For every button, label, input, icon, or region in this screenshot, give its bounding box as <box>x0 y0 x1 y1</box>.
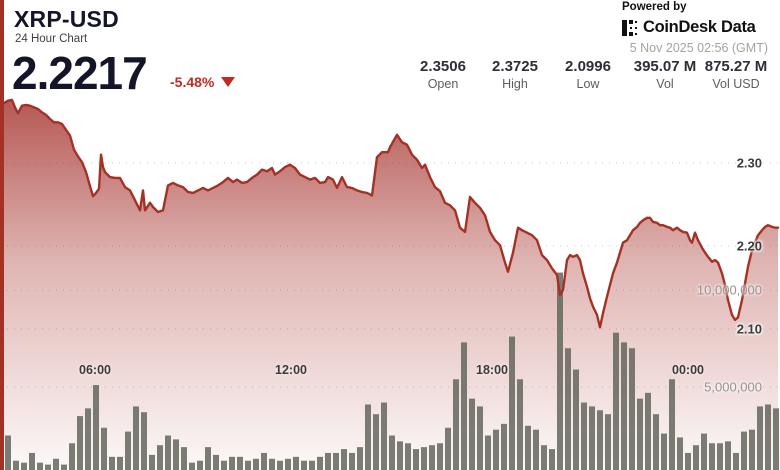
stat-high: 2.3725 High <box>492 58 538 91</box>
stat-label: Vol <box>656 77 674 91</box>
provider-link[interactable]: CoinDesk Data <box>622 18 768 37</box>
stat-label: Open <box>427 77 459 91</box>
stat-value: 2.0996 <box>565 58 611 75</box>
stat-open: 2.3506 Open <box>420 58 466 91</box>
price-line <box>0 98 780 329</box>
stat-vol: 395.07 M Vol <box>634 58 697 91</box>
price-change-percent: -5.48% <box>170 74 215 90</box>
provider-name: CoinDesk Data <box>643 18 756 36</box>
price-area-fill <box>0 99 778 470</box>
volume-bars <box>5 272 779 470</box>
left-edge-stripe <box>0 0 4 470</box>
stat-label: Low <box>576 77 600 91</box>
current-price: 2.2217 <box>12 47 148 99</box>
data-timestamp: 5 Nov 2025 02:56 (GMT) <box>629 41 768 55</box>
stat-value: 875.27 M <box>704 58 768 75</box>
stat-value: 2.3506 <box>420 58 466 75</box>
coindesk-logo-icon <box>622 19 638 36</box>
chart-header: XRP-USD 24 Hour Chart 2.2217 -5.48% 2.35… <box>0 0 780 100</box>
stat-value: 395.07 M <box>633 58 697 75</box>
powered-by-block: Powered by CoinDesk Data 5 Nov 2025 02:5… <box>622 1 768 55</box>
stat-label: High <box>502 77 528 91</box>
price-change: -5.48% <box>170 74 236 90</box>
down-arrow-icon <box>221 77 236 87</box>
stat-vol-usd: 875.27 M Vol USD <box>705 58 768 91</box>
stat-low: 2.0996 Low <box>565 58 611 91</box>
stat-value: 2.3725 <box>492 58 538 75</box>
symbol-title: XRP-USD <box>14 6 119 32</box>
chart-period-subtitle: 24 Hour Chart <box>15 33 88 45</box>
powered-by-text: Powered by <box>622 1 687 13</box>
stat-label: Vol USD <box>712 77 760 91</box>
